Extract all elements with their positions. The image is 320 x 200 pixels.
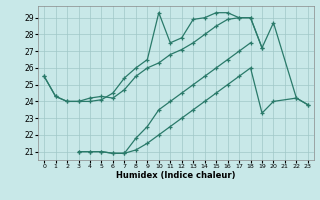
X-axis label: Humidex (Indice chaleur): Humidex (Indice chaleur): [116, 171, 236, 180]
